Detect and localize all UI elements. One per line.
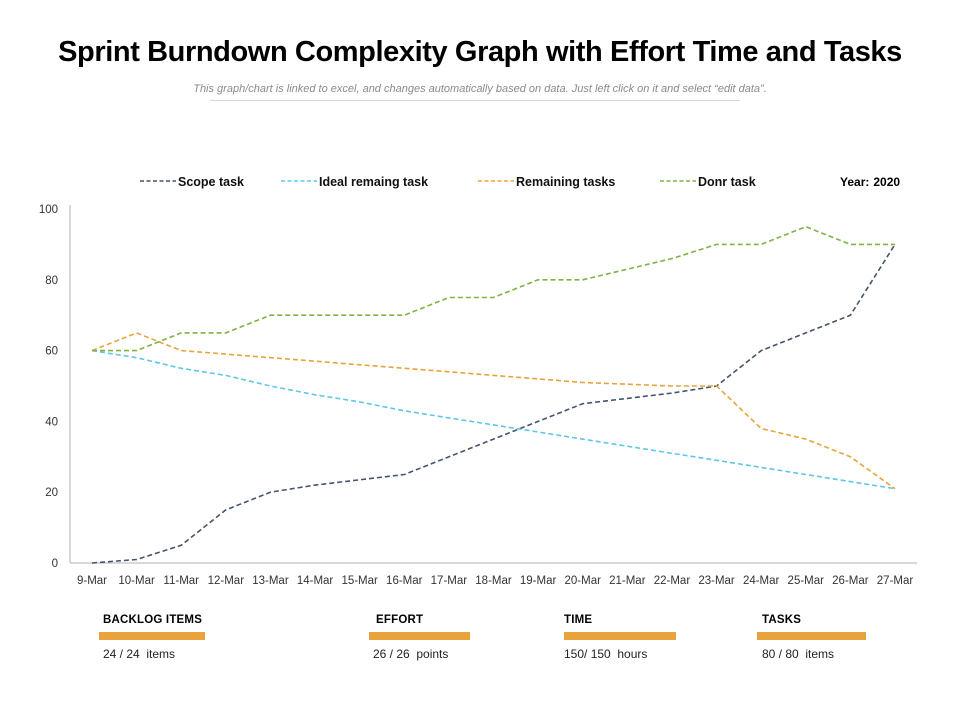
stat-bar-backlog: [99, 632, 205, 640]
stat-label: TIME: [564, 614, 593, 626]
series-line-3: [92, 225, 895, 352]
stat-backlog-items: BACKLOG ITEMS: [103, 614, 202, 626]
y-tick-label: 100: [39, 204, 58, 216]
x-tick-label: 27-Mar: [877, 575, 914, 587]
legend-label-2: Remaining tasks: [516, 175, 615, 189]
burndown-chart: 0 20 40 60 80 100 9-Mar 10-Mar 11-Mar 12-Mar 13-Ma…: [39, 175, 917, 587]
stat-bar-effort: [369, 632, 470, 640]
x-tick-label: 10-Mar: [118, 575, 155, 587]
x-tick-label: 16-Mar: [386, 575, 423, 587]
legend-label-1: Ideal remaing task: [319, 175, 428, 189]
x-tick-label: 23-Mar: [698, 575, 735, 587]
x-tick-label: 15-Mar: [341, 575, 378, 587]
series-line-0: [91, 243, 896, 564]
stat-value-tasks: 80 / 80 items: [762, 647, 835, 661]
x-tick-label: 20-Mar: [565, 575, 602, 587]
page-title: Sprint Burndown Complexity Graph with Ef…: [58, 36, 902, 68]
x-tick-label: 22-Mar: [654, 575, 691, 587]
legend-label-3: Donr task: [698, 175, 756, 189]
stat-value-backlog: 24 / 24 items: [103, 647, 176, 661]
stat-bar-tasks: [757, 632, 866, 640]
stat-tasks: TASKS: [762, 614, 801, 626]
x-tick-label: 11-Mar: [163, 575, 199, 587]
x-tick-label: 9-Mar: [77, 575, 107, 587]
stat-bar-time: [564, 632, 676, 640]
x-tick-label: 14-Mar: [297, 575, 334, 587]
x-tick-label: 18-Mar: [475, 575, 512, 587]
series-line-1: [91, 349, 896, 490]
subtitle-divider: [210, 100, 740, 101]
stat-label: BACKLOG ITEMS: [103, 614, 203, 626]
x-tick-label: 12-Mar: [208, 575, 245, 587]
x-tick-label: 19-Mar: [520, 575, 557, 587]
stat-value-time: 150/ 150 hours: [564, 647, 648, 661]
y-tick-label: 0: [52, 558, 58, 570]
x-tick-label: 17-Mar: [431, 575, 468, 587]
y-tick-label: 60: [45, 346, 58, 358]
stat-effort: EFFORT: [376, 614, 423, 626]
stat-label: TASKS: [762, 614, 802, 626]
y-tick-label: 20: [45, 487, 58, 499]
stat-time: TIME: [564, 614, 592, 626]
x-tick-label: 24-Mar: [743, 575, 780, 587]
x-tick-label: 26-Mar: [832, 575, 869, 587]
x-tick-label: 13-Mar: [252, 575, 289, 587]
stat-value-effort: 26 / 26 points: [373, 647, 449, 661]
legend-label-0: Scope task: [178, 175, 244, 189]
stat-label: EFFORT: [376, 614, 424, 626]
y-tick-label: 80: [45, 275, 58, 287]
series-line-2: [91, 332, 896, 490]
year-badge: Year: 2020: [840, 175, 904, 189]
x-tick-label: 21-Mar: [609, 575, 646, 587]
y-tick-label: 40: [45, 416, 58, 428]
x-tick-label: 25-Mar: [788, 575, 825, 587]
year-label: Year:: [840, 175, 870, 189]
year-value: 2020: [873, 175, 901, 189]
page-subtitle: This graph/chart is linked to excel, and…: [193, 83, 767, 95]
